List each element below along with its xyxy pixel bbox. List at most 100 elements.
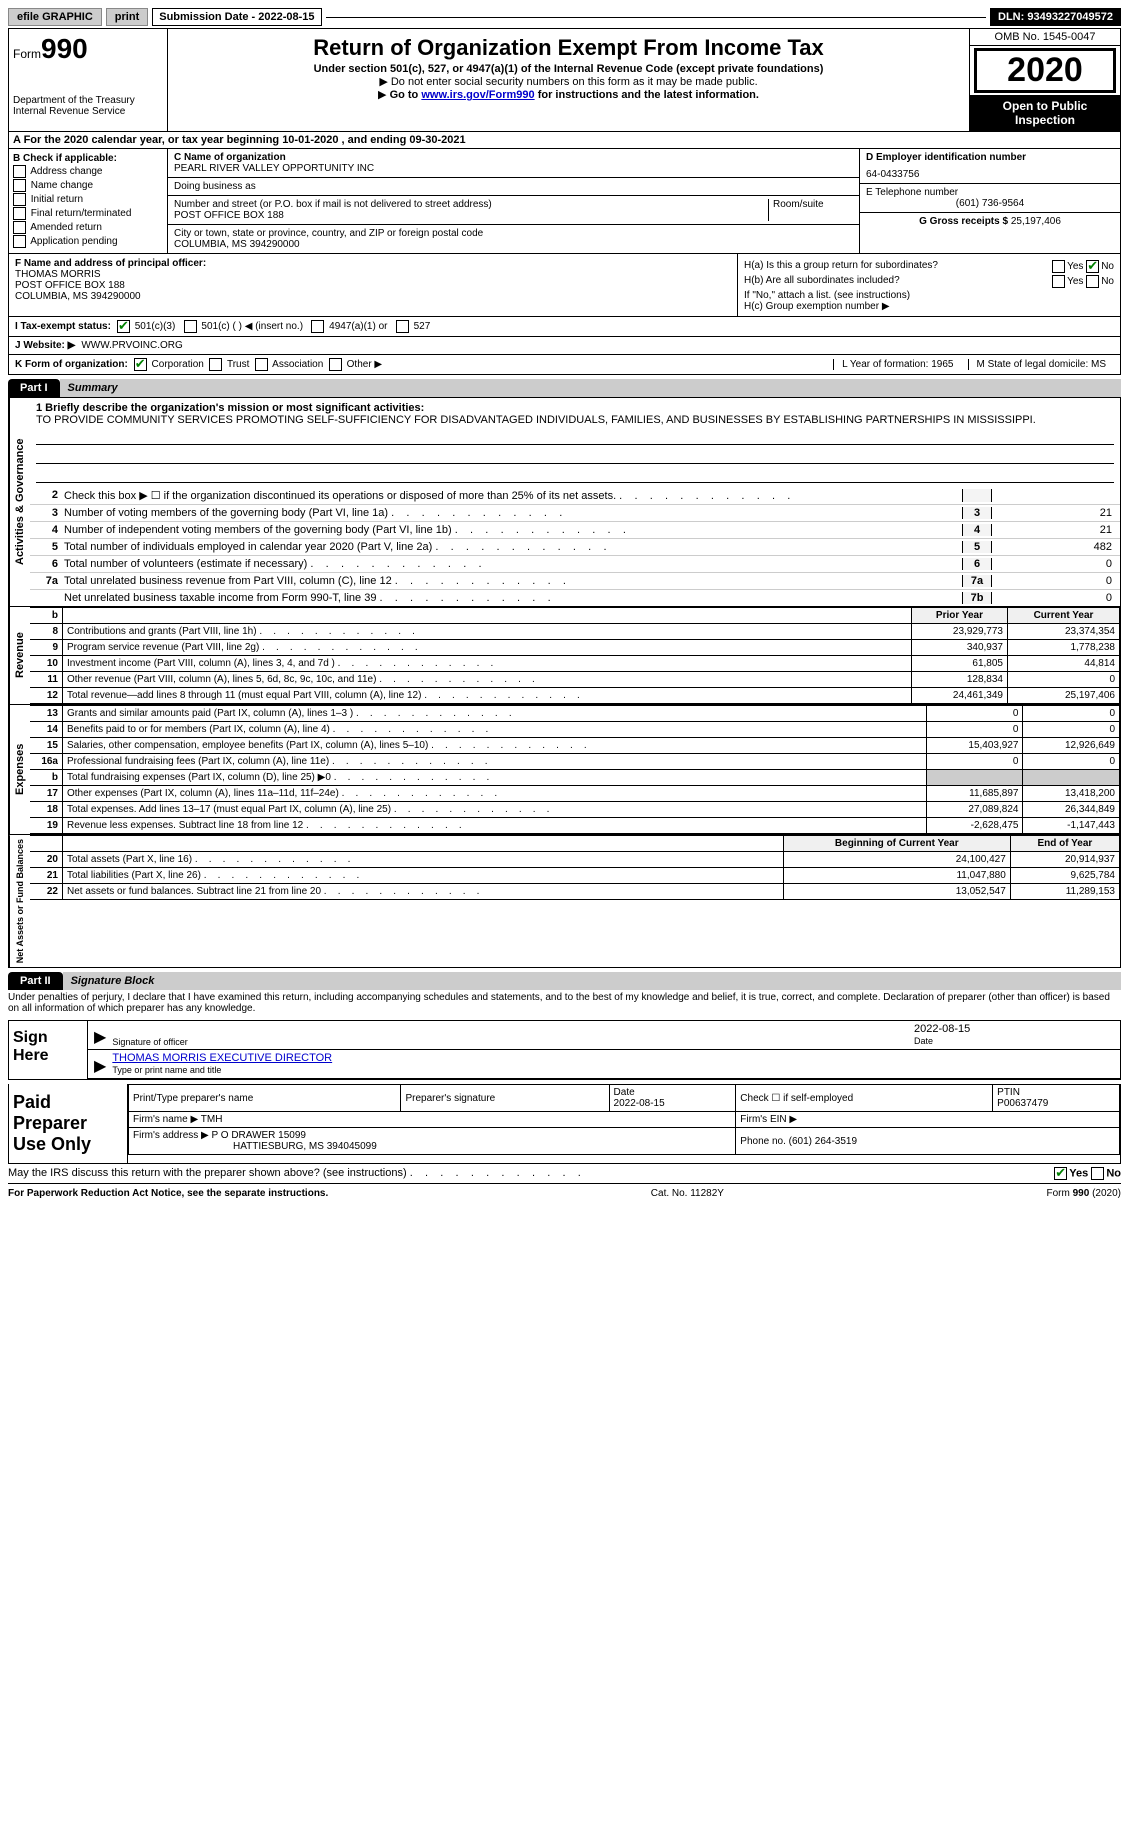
ptin-lbl: PTIN	[997, 1087, 1020, 1098]
mission-text: TO PROVIDE COMMUNITY SERVICES PROMOTING …	[36, 414, 1036, 426]
hdr-left: Form990 Department of the Treasury Inter…	[9, 29, 168, 131]
website: WWW.PRVOINC.ORG	[81, 340, 182, 351]
c-name-lbl: C Name of organization	[174, 152, 853, 163]
org-name: PEARL RIVER VALLEY OPPORTUNITY INC	[174, 163, 853, 174]
curr-hdr: Current Year	[1007, 608, 1119, 624]
c-city: City or town, state or province, country…	[168, 225, 859, 253]
dln: DLN: 93493227049572	[990, 8, 1121, 26]
fin-row: 17Other expenses (Part IX, column (A), l…	[30, 786, 1120, 802]
j-lbl: J Website: ▶	[15, 340, 75, 351]
hb-note: If "No," attach a list. (see instruction…	[744, 290, 1114, 301]
no: No	[1101, 261, 1114, 272]
note2-post: for instructions and the latest informat…	[535, 89, 759, 101]
firm-name: Firm's name ▶ TMH	[129, 1112, 736, 1128]
p-self: Check ☐ if self-employed	[736, 1085, 993, 1112]
b-checkbox[interactable]: Amended return	[13, 221, 163, 234]
row-klm: K Form of organization: Corporation Trus…	[8, 355, 1121, 375]
i-opt[interactable]: 4947(a)(1) or	[311, 321, 395, 332]
k-opt[interactable]: Other ▶	[329, 359, 388, 370]
fin-row: 22Net assets or fund balances. Subtract …	[30, 884, 1120, 900]
gov-section: Activities & Governance 1 Briefly descri…	[8, 397, 1121, 607]
b-checkbox[interactable]: Address change	[13, 165, 163, 178]
officer-addr1: POST OFFICE BOX 188	[15, 280, 125, 291]
fin-row: 18Total expenses. Add lines 13–17 (must …	[30, 802, 1120, 818]
c-dba: Doing business as	[168, 178, 859, 196]
b-hdr: B Check if applicable:	[13, 153, 163, 164]
l-lbl: L Year of formation: 1965	[833, 359, 961, 370]
ha-no[interactable]	[1086, 260, 1099, 273]
part2-title: Signature Block	[63, 972, 1121, 990]
hb-no[interactable]	[1086, 275, 1099, 288]
fin-row: 15Salaries, other compensation, employee…	[30, 738, 1120, 754]
k-opt[interactable]: Association	[255, 359, 329, 370]
row-j: J Website: ▶ WWW.PRVOINC.ORG	[8, 337, 1121, 355]
discuss-yes[interactable]	[1054, 1167, 1067, 1180]
ptin: P00637479	[997, 1098, 1048, 1109]
gov-line: 2Check this box ▶ ☐ if the organization …	[30, 487, 1120, 504]
rev-table: bPrior YearCurrent Year 8Contributions a…	[30, 607, 1120, 704]
p-sig-lbl: Preparer's signature	[401, 1085, 609, 1112]
discuss-no[interactable]	[1091, 1167, 1104, 1180]
side-gov: Activities & Governance	[9, 398, 30, 606]
efile-btn[interactable]: efile GRAPHIC	[8, 8, 102, 26]
date-lbl: Date	[914, 1036, 933, 1046]
ein: 64-0433756	[866, 169, 1114, 180]
fin-row: 13Grants and similar amounts paid (Part …	[30, 706, 1120, 722]
b-checkbox[interactable]: Application pending	[13, 235, 163, 248]
d-lbl: D Employer identification number	[866, 152, 1114, 163]
form-word: Form	[13, 47, 41, 61]
net-body: Beginning of Current YearEnd of Year 20T…	[30, 835, 1120, 967]
fin-row: 20Total assets (Part X, line 16)24,100,4…	[30, 852, 1120, 868]
form-header: Form990 Department of the Treasury Inter…	[8, 28, 1121, 132]
firm-addr2: HATTIESBURG, MS 394045099	[133, 1141, 377, 1152]
e-lbl: E Telephone number	[866, 187, 1114, 198]
paid-lbl: Paid Preparer Use Only	[9, 1084, 128, 1163]
i-opt[interactable]: 501(c) ( ) ◀ (insert no.)	[184, 321, 312, 332]
gross-receipts: 25,197,406	[1011, 216, 1061, 227]
gov-line: 5Total number of individuals employed in…	[30, 538, 1120, 555]
phone: (601) 736-9564	[866, 198, 1114, 209]
hc: H(c) Group exemption number ▶	[744, 301, 1114, 312]
print-btn[interactable]: print	[106, 8, 148, 26]
omb: OMB No. 1545-0047	[970, 29, 1120, 46]
officer-print[interactable]: THOMAS MORRIS EXECUTIVE DIRECTOR	[112, 1052, 332, 1064]
row-i: I Tax-exempt status: 501(c)(3) 501(c) ( …	[8, 317, 1121, 337]
paid-preparer-block: Paid Preparer Use Only Print/Type prepar…	[8, 1084, 1121, 1164]
footer-left: For Paperwork Reduction Act Notice, see …	[8, 1188, 328, 1199]
officer-name: THOMAS MORRIS	[15, 269, 101, 280]
firm-addr: Firm's address ▶ P O DRAWER 15099	[133, 1130, 306, 1141]
topbar: efile GRAPHIC print Submission Date - 20…	[8, 8, 1121, 26]
i-lbl: I Tax-exempt status:	[15, 321, 111, 332]
b-checkbox[interactable]: Final return/terminated	[13, 207, 163, 220]
k-opt[interactable]: Trust	[209, 359, 255, 370]
ha-yes[interactable]	[1052, 260, 1065, 273]
exp-body: 13Grants and similar amounts paid (Part …	[30, 705, 1120, 834]
no3: No	[1106, 1168, 1121, 1180]
part1-tab: Part I	[8, 379, 60, 397]
e-cell: E Telephone number (601) 736-9564	[860, 184, 1120, 213]
sig-decl: Under penalties of perjury, I declare th…	[8, 990, 1121, 1016]
gov-line: 3Number of voting members of the governi…	[30, 504, 1120, 521]
open-to-public: Open to Public Inspection	[970, 95, 1120, 131]
irs-link[interactable]: www.irs.gov/Form990	[421, 89, 534, 101]
b-checkbox[interactable]: Initial return	[13, 193, 163, 206]
k-lbl: K Form of organization:	[15, 359, 128, 370]
side-rev: Revenue	[9, 607, 30, 704]
k-opt[interactable]: Corporation	[134, 359, 210, 370]
c-addr: Number and street (or P.O. box if mail i…	[168, 196, 859, 225]
fin-row: 12Total revenue—add lines 8 through 11 (…	[30, 688, 1120, 704]
i-opt[interactable]: 501(c)(3)	[117, 321, 184, 332]
b-checkbox[interactable]: Name change	[13, 179, 163, 192]
g-cell: G Gross receipts $ 25,197,406	[860, 213, 1120, 230]
firm-phone: Phone no. (601) 264-3519	[736, 1128, 1120, 1155]
dept: Department of the Treasury Internal Reve…	[13, 95, 163, 117]
addr-lbl: Number and street (or P.O. box if mail i…	[174, 199, 768, 210]
i-opt[interactable]: 527	[396, 321, 439, 332]
begin-hdr: Beginning of Current Year	[783, 836, 1010, 852]
gov-line: Net unrelated business taxable income fr…	[30, 589, 1120, 606]
col-h: H(a) Is this a group return for subordin…	[737, 254, 1120, 316]
part1-hdr: Part I Summary	[8, 379, 1121, 397]
mission: 1 Briefly describe the organization's mi…	[30, 398, 1120, 487]
hb-yes[interactable]	[1052, 275, 1065, 288]
prior-hdr: Prior Year	[911, 608, 1007, 624]
